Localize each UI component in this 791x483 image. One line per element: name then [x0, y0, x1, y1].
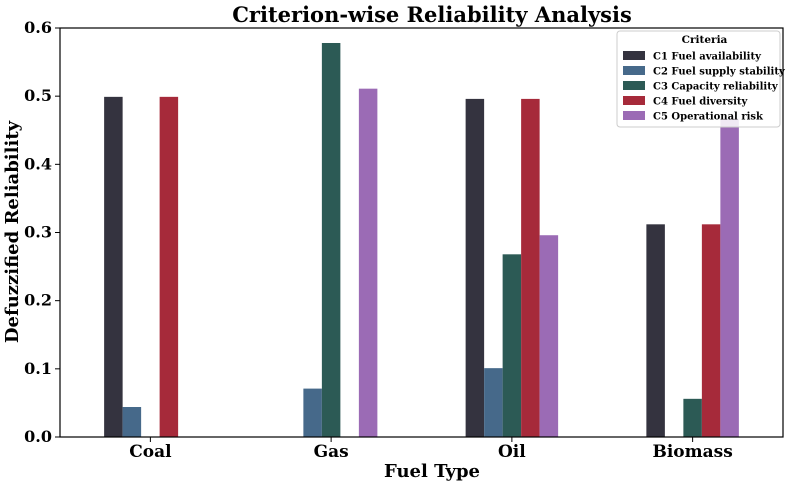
y-tick-label: 0.0	[24, 427, 52, 446]
bar-biomass-c1	[646, 224, 665, 437]
legend-label-c1: C1 Fuel availability	[653, 52, 762, 63]
x-axis: Coal Gas Oil Biomass	[129, 437, 733, 462]
legend-label-c3: C3 Capacity reliability	[653, 82, 779, 93]
legend-swatch-c5	[623, 111, 645, 120]
chart-title: Criterion-wise Reliability Analysis	[232, 2, 632, 27]
bar-oil-c4	[521, 98, 540, 437]
bar-coal-c2	[122, 407, 142, 437]
bar-oil-c5	[539, 235, 559, 437]
y-tick-label: 0.4	[24, 154, 52, 173]
bar-biomass-c4	[701, 224, 721, 437]
bars-group	[104, 42, 739, 438]
bar-oil-c2	[484, 368, 503, 437]
legend: Criteria C1 Fuel availability C2 Fuel supp…	[616, 30, 786, 128]
y-tick-label: 0.5	[24, 86, 52, 105]
legend-label-c2: C2 Fuel supply stability	[653, 67, 786, 78]
x-tick-label-gas: Gas	[314, 442, 349, 462]
legend-label-c4: C4 Fuel diversity	[653, 97, 749, 108]
legend-swatch-c2	[623, 66, 645, 75]
x-tick-label-coal: Coal	[129, 442, 172, 462]
y-tick-label: 0.3	[24, 223, 52, 242]
bar-oil-c3	[502, 254, 522, 437]
legend-title: Criteria	[682, 34, 728, 46]
x-axis-label: Fuel Type	[384, 461, 480, 482]
legend-swatch-c4	[623, 96, 645, 105]
legend-swatch-c3	[623, 81, 645, 90]
bar-biomass-c5	[720, 119, 739, 438]
x-tick-label-oil: Oil	[498, 442, 526, 462]
legend-swatch-c1	[623, 51, 645, 60]
bar-coal-c1	[104, 96, 123, 438]
bar-gas-c3	[321, 42, 341, 437]
bar-gas-c5	[358, 88, 378, 437]
y-axis-label: Defuzzified Reliability	[2, 120, 23, 343]
y-tick-label: 0.2	[24, 291, 52, 310]
x-tick-label-biomass: Biomass	[652, 442, 732, 462]
bar-oil-c1	[465, 98, 485, 437]
bar-biomass-c3	[683, 398, 702, 437]
bar-gas-c2	[303, 388, 322, 437]
y-tick-label: 0.1	[24, 359, 52, 378]
legend-box	[616, 30, 781, 128]
y-axis: 0.0 0.1 0.2 0.3 0.4 0.5 0.6	[24, 18, 60, 446]
bar-coal-c4	[159, 96, 179, 438]
legend-label-c5: C5 Operational risk	[653, 112, 764, 123]
y-tick-label: 0.6	[24, 18, 52, 37]
